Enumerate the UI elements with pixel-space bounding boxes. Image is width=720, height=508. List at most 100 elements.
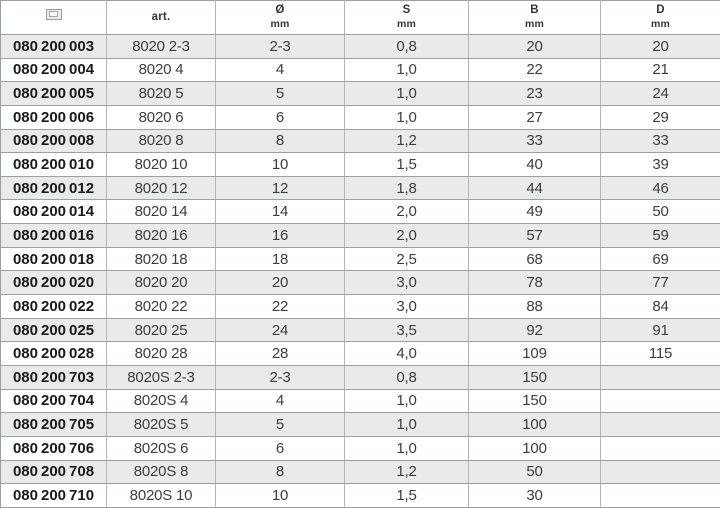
s-cell: 1,0 — [344, 436, 469, 461]
diameter-cell: 24 — [215, 318, 345, 343]
b-cell: 109 — [468, 341, 601, 366]
d-cell: 24 — [600, 81, 720, 106]
art-cell: 8020 2-3 — [106, 34, 216, 59]
b-cell: 57 — [468, 223, 601, 248]
art-cell: 8020 22 — [106, 294, 216, 319]
table-row: 080 200 706 8020S 6 6 1,0 100 — [0, 436, 720, 461]
d-cell: 20 — [600, 34, 720, 59]
code-cell: 080 200 703 — [0, 365, 107, 390]
d-cell: 115 — [600, 341, 720, 366]
s-cell: 4,0 — [344, 341, 469, 366]
table-row: 080 200 012 8020 12 12 1,8 44 46 — [0, 176, 720, 201]
b-cell: 23 — [468, 81, 601, 106]
b-cell: 100 — [468, 436, 601, 461]
b-cell: 44 — [468, 176, 601, 201]
code-cell: 080 200 710 — [0, 483, 107, 508]
table-row: 080 200 006 8020 6 6 1,0 27 29 — [0, 105, 720, 130]
code-cell: 080 200 008 — [0, 129, 107, 154]
col-header-s: S mm — [344, 0, 469, 35]
diameter-cell: 18 — [215, 247, 345, 272]
diameter-cell: 4 — [215, 389, 345, 414]
d-cell: 69 — [600, 247, 720, 272]
diameter-cell: 28 — [215, 341, 345, 366]
d-cell: 39 — [600, 152, 720, 177]
code-cell: 080 200 018 — [0, 247, 107, 272]
col-header-diameter: Ø mm — [215, 0, 345, 35]
d-cell: 33 — [600, 129, 720, 154]
art-cell: 8020 14 — [106, 199, 216, 225]
table-row: 080 200 018 8020 18 18 2,5 68 69 — [0, 247, 720, 272]
code-cell: 080 200 708 — [0, 460, 107, 485]
b-cell: 100 — [468, 412, 601, 437]
b-cell: 27 — [468, 105, 601, 130]
col-header-d: D mm — [600, 0, 720, 35]
s-cell: 1,2 — [344, 460, 469, 485]
d-cell: 84 — [600, 294, 720, 319]
col-header-diameter-unit: mm — [270, 18, 290, 31]
diameter-cell: 2-3 — [215, 34, 345, 59]
s-cell: 1,0 — [344, 412, 469, 437]
b-cell: 20 — [468, 34, 601, 59]
art-cell: 8020 18 — [106, 247, 216, 272]
diameter-cell: 2-3 — [215, 365, 345, 390]
s-cell: 2,0 — [344, 223, 469, 248]
diameter-cell: 5 — [215, 412, 345, 437]
code-cell: 080 200 016 — [0, 223, 107, 248]
art-cell: 8020 8 — [106, 129, 216, 154]
b-cell: 30 — [468, 483, 601, 508]
b-cell: 33 — [468, 129, 601, 154]
d-cell — [600, 412, 720, 437]
s-cell: 2,0 — [344, 199, 469, 225]
art-cell: 8020S 8 — [106, 460, 216, 485]
s-cell: 3,0 — [344, 294, 469, 319]
s-cell: 1,8 — [344, 176, 469, 201]
diameter-cell: 4 — [215, 58, 345, 83]
art-cell: 8020 20 — [106, 270, 216, 296]
d-cell: 46 — [600, 176, 720, 201]
code-cell: 080 200 005 — [0, 81, 107, 106]
table-row: 080 200 708 8020S 8 8 1,2 50 — [0, 460, 720, 485]
s-cell: 0,8 — [344, 34, 469, 59]
s-cell: 1,0 — [344, 58, 469, 83]
b-cell: 150 — [468, 389, 601, 414]
b-cell: 92 — [468, 318, 601, 343]
b-cell: 78 — [468, 270, 601, 296]
col-header-art: art. — [106, 0, 216, 35]
art-cell: 8020 25 — [106, 318, 216, 343]
s-cell: 0,8 — [344, 365, 469, 390]
table-row: 080 200 022 8020 22 22 3,0 88 84 — [0, 294, 720, 319]
col-header-b: B mm — [468, 0, 601, 35]
table-row: 080 200 704 8020S 4 4 1,0 150 — [0, 389, 720, 414]
table-header: art. Ø mm S mm B mm D mm — [0, 0, 720, 35]
code-cell: 080 200 003 — [0, 34, 107, 59]
d-cell — [600, 389, 720, 414]
code-cell: 080 200 006 — [0, 105, 107, 130]
code-cell: 080 200 025 — [0, 318, 107, 343]
code-cell: 080 200 022 — [0, 294, 107, 319]
code-cell: 080 200 705 — [0, 412, 107, 437]
s-cell: 1,0 — [344, 389, 469, 414]
code-cell: 080 200 020 — [0, 270, 107, 296]
barcode-icon — [44, 8, 64, 27]
col-header-s-label: S — [402, 4, 411, 17]
code-cell: 080 200 706 — [0, 436, 107, 461]
table-row: 080 200 020 8020 20 20 3,0 78 77 — [0, 270, 720, 296]
art-cell: 8020 6 — [106, 105, 216, 130]
table-row: 080 200 028 8020 28 28 4,0 109 115 — [0, 341, 720, 366]
diameter-cell: 10 — [215, 483, 345, 508]
art-cell: 8020 4 — [106, 58, 216, 83]
art-cell: 8020S 10 — [106, 483, 216, 508]
diameter-cell: 6 — [215, 105, 345, 130]
col-header-b-label: B — [530, 4, 539, 17]
table-row: 080 200 008 8020 8 8 1,2 33 33 — [0, 129, 720, 154]
col-header-d-label: D — [656, 4, 665, 17]
col-header-code — [0, 0, 107, 35]
code-cell: 080 200 014 — [0, 199, 107, 225]
d-cell: 77 — [600, 270, 720, 296]
table-row: 080 200 710 8020S 10 10 1,5 30 — [0, 483, 720, 508]
diameter-cell: 10 — [215, 152, 345, 177]
b-cell: 40 — [468, 152, 601, 177]
d-cell — [600, 483, 720, 508]
d-cell: 29 — [600, 105, 720, 130]
